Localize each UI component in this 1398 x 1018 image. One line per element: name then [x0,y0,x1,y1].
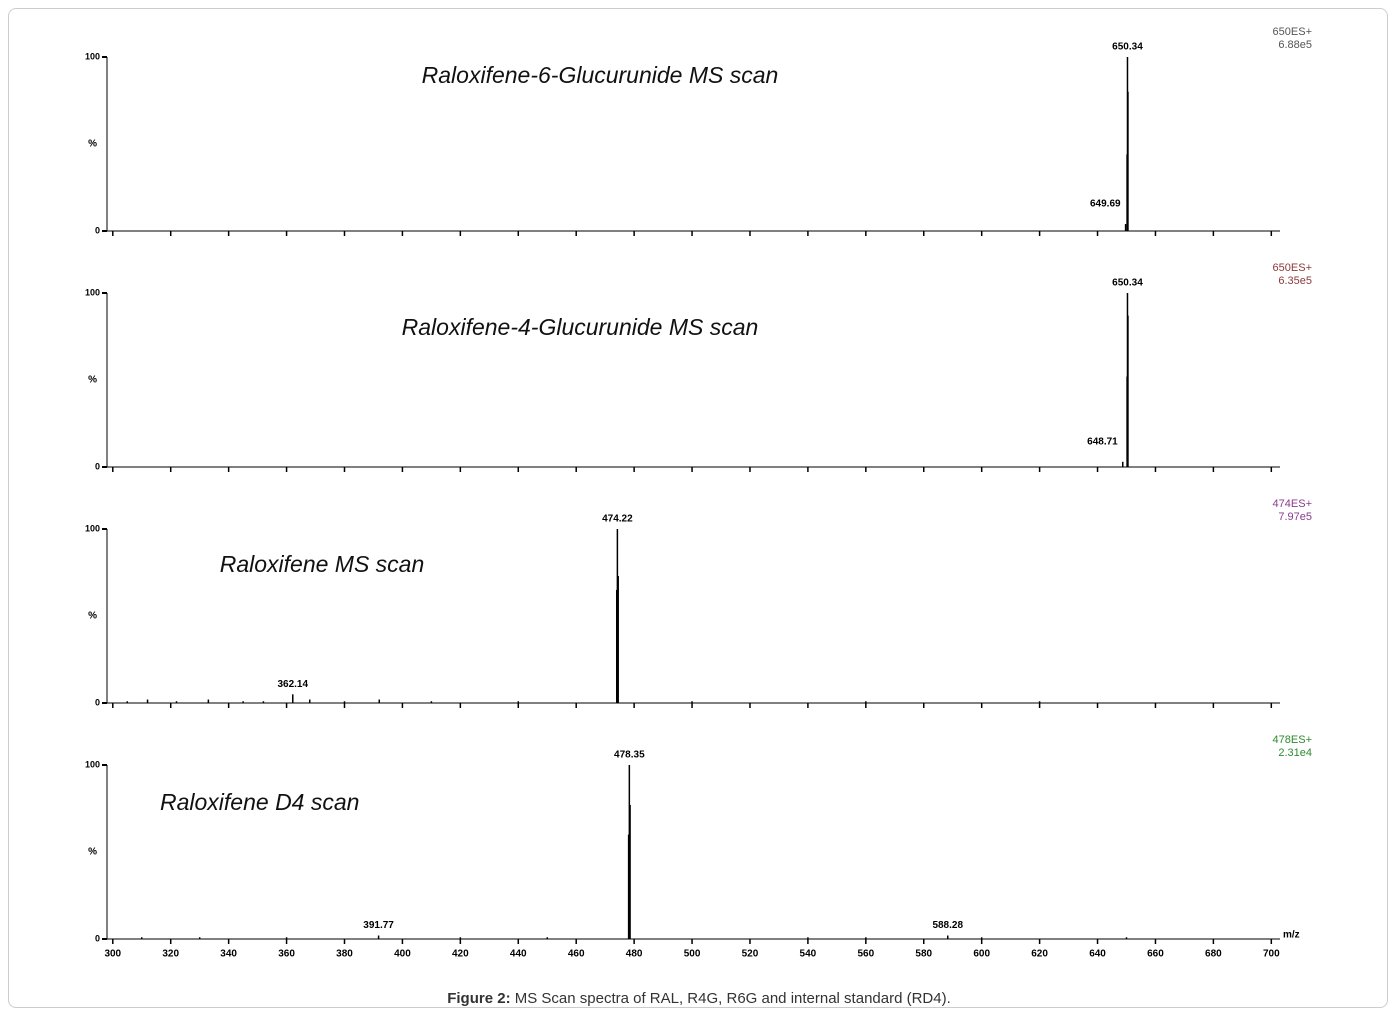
x-tick-label: 540 [800,949,817,960]
y-tick-label: 100 [85,287,100,297]
peak-label: 650.34 [1112,278,1143,289]
channel-label: 650ES+ [1273,262,1312,274]
x-tick-label: 340 [220,949,237,960]
intensity-label: 6.88e5 [1278,39,1312,51]
panel-title: Raloxifene-6-Glucurunide MS scan [422,62,779,88]
x-tick-label: 520 [742,949,759,960]
x-tick-label: 360 [278,949,295,960]
channel-label: 474ES+ [1273,498,1312,510]
x-tick-label: 500 [684,949,701,960]
caption-text: MS Scan spectra of RAL, R4G, R6G and int… [514,990,951,1007]
x-tick-label: 560 [857,949,874,960]
y-axis-label: % [88,375,97,386]
panel-title: Raloxifene-4-Glucurunide MS scan [402,314,759,340]
peak-label: 478.35 [614,750,645,761]
caption: Figure 2: MS Scan spectra of RAL, R4G, R… [0,990,1398,1007]
x-tick-label: 380 [336,949,353,960]
y-tick-label: 0 [95,461,100,471]
peak-label: 362.14 [277,679,308,690]
peak-label: 474.22 [602,514,633,525]
y-tick-label: 0 [95,225,100,235]
y-axis-label: % [88,611,97,622]
channel-label: 478ES+ [1273,734,1312,746]
y-axis-label: % [88,139,97,150]
x-tick-label: 320 [162,949,179,960]
caption-label: Figure 2: [447,990,511,1007]
x-tick-label: 420 [452,949,469,960]
peak-label: 650.34 [1112,42,1143,53]
peak-label: 648.71 [1087,436,1118,447]
x-tick-label: 620 [1031,949,1048,960]
channel-label: 650ES+ [1273,26,1312,38]
x-tick-label: 580 [915,949,932,960]
x-tick-label: 460 [568,949,585,960]
x-tick-label: 440 [510,949,527,960]
chart: Raloxifene-6-Glucurunide MS scan650ES+6.… [85,26,1312,960]
peak-label: 391.77 [363,920,394,931]
x-tick-label: 300 [104,949,121,960]
x-tick-label: 700 [1263,949,1280,960]
intensity-label: 2.31e4 [1278,747,1312,759]
y-tick-label: 0 [95,933,100,943]
y-tick-label: 100 [85,759,100,769]
peak-label: 649.69 [1090,199,1121,210]
y-tick-label: 100 [85,51,100,61]
panel-title: Raloxifene D4 scan [160,789,359,815]
x-tick-label: 680 [1205,949,1222,960]
x-tick-label: 660 [1147,949,1164,960]
x-axis-label: m/z [1283,930,1300,941]
intensity-label: 6.35e5 [1278,275,1312,287]
peak-label: 588.28 [932,920,963,931]
intensity-label: 7.97e5 [1278,511,1312,523]
frame [8,8,1388,1008]
x-tick-label: 600 [973,949,990,960]
panel-title: Raloxifene MS scan [220,551,425,577]
x-tick-label: 640 [1089,949,1106,960]
x-tick-label: 400 [394,949,411,960]
y-tick-label: 0 [95,697,100,707]
y-axis-label: % [88,847,97,858]
y-tick-label: 100 [85,523,100,533]
x-tick-label: 480 [626,949,643,960]
